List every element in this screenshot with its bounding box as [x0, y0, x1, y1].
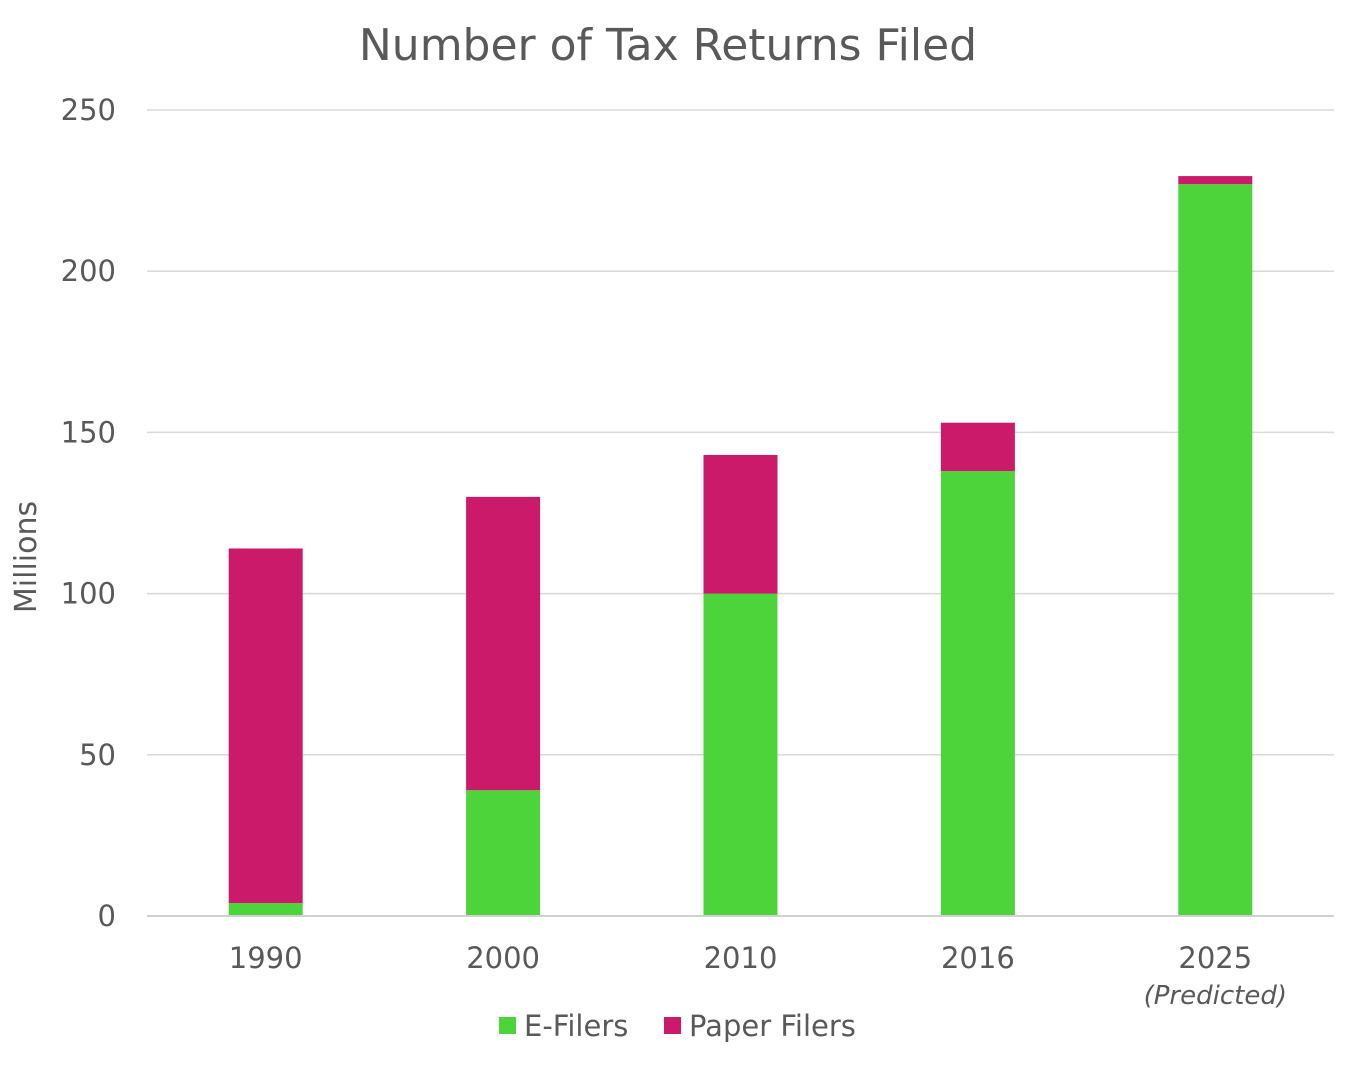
bar-paper-filers-2000 — [466, 496, 541, 791]
y-tick-label: 250 — [61, 93, 116, 127]
y-tick-label: 100 — [61, 577, 116, 611]
x-tick-label: 2000 — [466, 941, 540, 975]
bar-paper-filers-2025 — [1178, 176, 1253, 185]
bars — [228, 176, 1253, 917]
x-tick-label: 2025 — [1178, 941, 1252, 975]
y-tick-label: 50 — [79, 738, 116, 772]
y-tick-label: 0 — [98, 899, 116, 933]
x-axis-ticks: 1990 2000 2010 2016 2025 (Predicted) — [229, 941, 1287, 1011]
bar-e-filers-2010 — [703, 593, 778, 916]
chart-title: Number of Tax Returns Filed — [359, 20, 977, 71]
bar-paper-filers-2016 — [940, 422, 1015, 472]
gridlines — [147, 109, 1334, 756]
x-tick-label: 1990 — [229, 941, 303, 975]
y-axis-ticks: 0 50 100 150 200 250 — [61, 93, 116, 933]
y-tick-label: 200 — [61, 254, 116, 288]
legend-swatch — [664, 1017, 681, 1034]
bar-e-filers-1990 — [228, 903, 303, 916]
legend-label: E-Filers — [524, 1009, 628, 1043]
x-tick-label: 2016 — [941, 941, 1015, 975]
bar-paper-filers-2010 — [703, 454, 778, 594]
legend: E-Filers Paper Filers — [499, 1009, 856, 1043]
bar-paper-filers-1990 — [228, 548, 303, 904]
legend-label: Paper Filers — [689, 1009, 856, 1043]
bar-e-filers-2025 — [1178, 184, 1253, 917]
bar-e-filers-2016 — [940, 471, 1015, 916]
bar-e-filers-2000 — [466, 790, 541, 916]
x-tick-note: (Predicted) — [1144, 981, 1287, 1011]
y-axis-label: Millions — [9, 501, 44, 613]
legend-swatch — [499, 1017, 516, 1034]
x-tick-label: 2010 — [704, 941, 778, 975]
y-tick-label: 150 — [61, 415, 116, 449]
